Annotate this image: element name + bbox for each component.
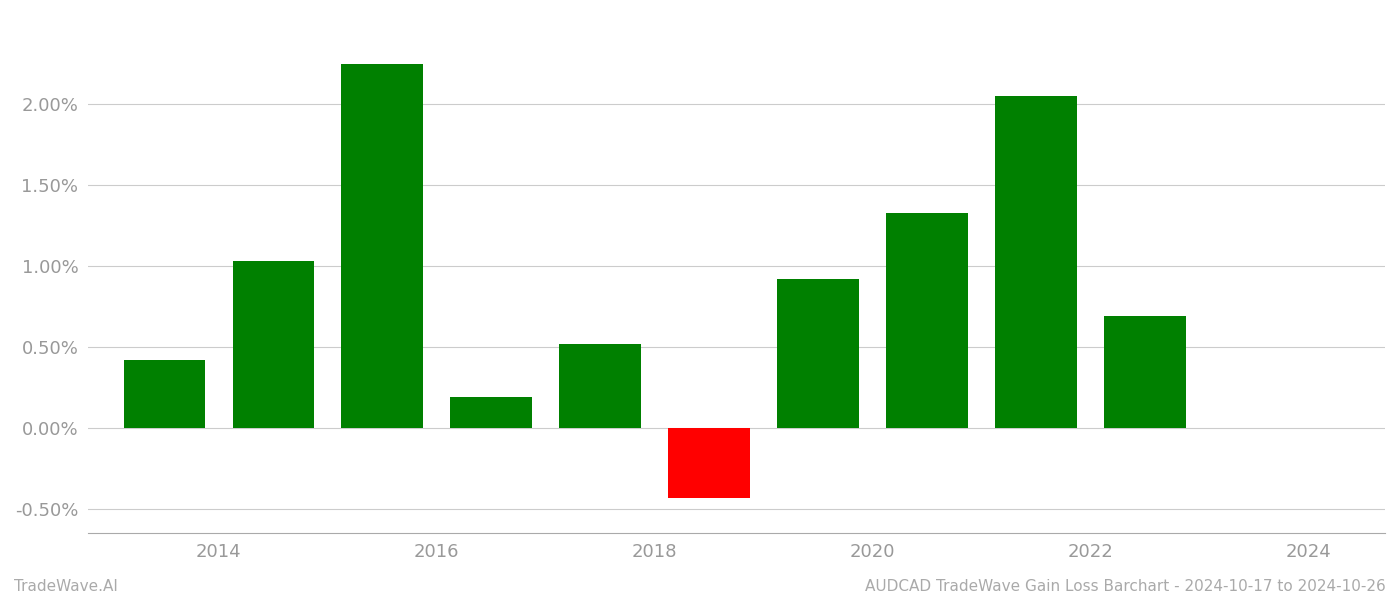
Bar xyxy=(560,344,641,428)
Text: TradeWave.AI: TradeWave.AI xyxy=(14,579,118,594)
Bar xyxy=(123,360,206,428)
Bar xyxy=(777,279,860,428)
Bar xyxy=(995,96,1077,428)
Bar xyxy=(1105,316,1186,428)
Bar xyxy=(342,64,423,428)
Bar xyxy=(668,428,750,497)
Text: AUDCAD TradeWave Gain Loss Barchart - 2024-10-17 to 2024-10-26: AUDCAD TradeWave Gain Loss Barchart - 20… xyxy=(865,579,1386,594)
Bar xyxy=(451,397,532,428)
Bar xyxy=(886,212,969,428)
Bar xyxy=(232,261,314,428)
